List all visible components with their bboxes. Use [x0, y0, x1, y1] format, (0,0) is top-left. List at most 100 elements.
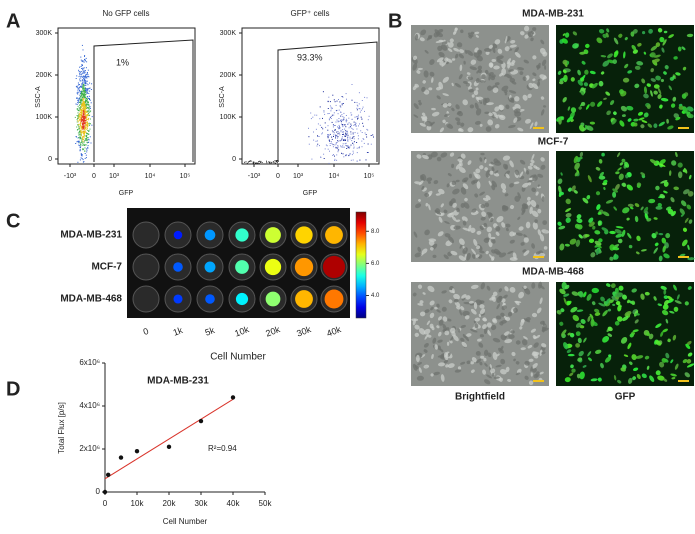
event [78, 123, 80, 125]
event [347, 145, 349, 147]
event [87, 88, 89, 90]
cell [434, 344, 438, 350]
event [77, 108, 79, 110]
cell [480, 204, 486, 209]
cell [598, 238, 603, 243]
event [354, 101, 356, 103]
event [83, 124, 85, 126]
x-tick-label: 10⁴ [329, 173, 340, 180]
cell [523, 237, 529, 243]
well-signal [205, 294, 215, 304]
cell [564, 243, 570, 247]
event [348, 117, 350, 119]
cell [658, 255, 663, 262]
event [77, 118, 78, 120]
cell [418, 198, 421, 202]
cell [500, 334, 507, 341]
cell [596, 248, 600, 256]
column-label: 30k [295, 324, 313, 339]
event [85, 117, 87, 118]
event [85, 154, 87, 156]
event [339, 126, 340, 127]
cell [624, 161, 630, 168]
cell [507, 311, 513, 317]
event [91, 83, 93, 85]
event [348, 155, 350, 157]
event [81, 111, 83, 113]
cell [505, 366, 510, 373]
event [84, 59, 86, 60]
event [361, 140, 363, 142]
gate-label: 93.3% [297, 52, 323, 62]
x-tick-label: 30k [195, 499, 209, 508]
event [89, 123, 91, 125]
cell [586, 194, 591, 200]
cell [488, 254, 495, 261]
event [313, 131, 314, 133]
cell [531, 187, 537, 193]
cell [655, 75, 661, 81]
event [79, 132, 81, 133]
cell [454, 27, 457, 34]
event [77, 115, 79, 117]
cell [473, 238, 478, 247]
cell [533, 165, 538, 169]
event [358, 146, 360, 148]
y-tick-label: 100K [220, 114, 237, 121]
event [82, 99, 84, 101]
cell [571, 368, 576, 373]
event [361, 132, 363, 133]
event [356, 160, 358, 162]
cell [462, 310, 470, 317]
event [85, 75, 87, 77]
event [346, 145, 348, 147]
event [81, 138, 83, 140]
cell [479, 123, 483, 127]
event [342, 134, 344, 135]
cell [531, 210, 539, 218]
event [79, 85, 81, 87]
event [363, 138, 365, 140]
cell [577, 337, 582, 344]
event [276, 161, 278, 163]
cell [421, 185, 425, 191]
event [87, 74, 89, 76]
event [349, 138, 351, 140]
event [321, 133, 323, 135]
cell [581, 60, 586, 65]
cell [456, 121, 461, 126]
cell [461, 294, 467, 299]
event [343, 119, 345, 121]
event [345, 145, 347, 146]
event [84, 59, 86, 61]
x-axis-label: Cell Number [210, 352, 266, 363]
column-title: GFP [615, 392, 636, 403]
cell [565, 217, 571, 223]
event [349, 153, 351, 154]
event [345, 134, 347, 136]
cell [613, 206, 617, 211]
event [78, 133, 80, 135]
cell [509, 183, 514, 188]
event [362, 138, 364, 140]
event [81, 68, 83, 69]
cell [474, 193, 479, 198]
event [328, 113, 330, 114]
cell [683, 167, 688, 174]
cell [631, 300, 636, 306]
cell [458, 53, 465, 59]
column-label: 40k [325, 324, 343, 339]
cell [478, 99, 483, 104]
cell [460, 306, 465, 311]
event [80, 99, 82, 101]
cell [663, 30, 668, 34]
event [83, 105, 85, 106]
cell [668, 85, 673, 91]
cell [505, 73, 513, 79]
event [357, 114, 359, 116]
cell [566, 349, 572, 354]
cell [450, 250, 458, 256]
cell [431, 326, 435, 331]
cell [657, 87, 662, 95]
event [86, 80, 88, 82]
